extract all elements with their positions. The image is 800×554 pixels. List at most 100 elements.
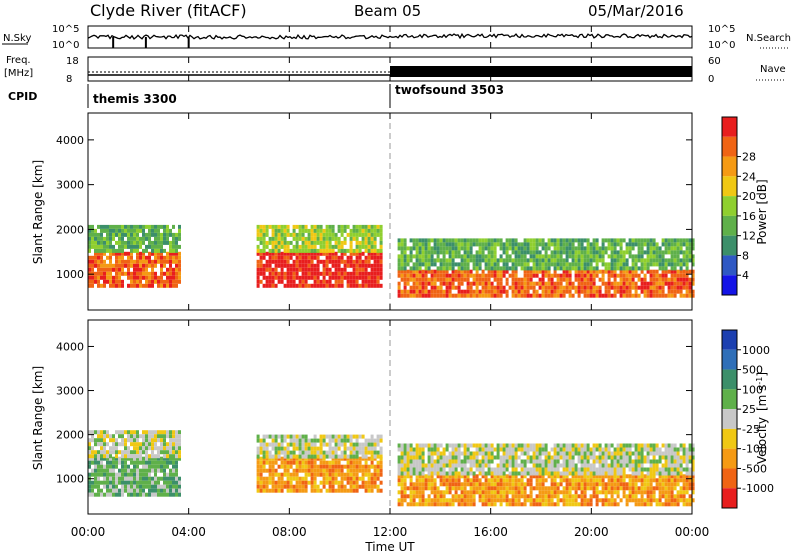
velocity-cell [475, 474, 479, 479]
velocity-cell [310, 450, 314, 455]
velocity-cell [607, 490, 611, 495]
power-cell [175, 232, 178, 237]
power-cell [268, 259, 272, 264]
velocity-cell [367, 464, 371, 469]
power-cell [295, 283, 299, 288]
velocity-cell [610, 502, 614, 507]
velocity-cell [457, 502, 461, 507]
power-cell [520, 293, 524, 298]
velocity-cell [160, 460, 163, 465]
velocity-cell [265, 468, 269, 473]
power-cell [646, 285, 650, 290]
power-cell [379, 240, 383, 245]
power-cell [280, 232, 284, 237]
power-cell [367, 244, 371, 249]
velocity-cell [577, 447, 581, 452]
power-cell [319, 224, 323, 229]
power-cell [400, 262, 404, 267]
power-cell [178, 244, 181, 249]
power-cell [277, 240, 281, 245]
velocity-cell [682, 478, 686, 483]
velocity-cell [511, 502, 515, 507]
velocity-cell [406, 447, 410, 452]
power-cell [304, 251, 308, 256]
velocity-cell [178, 484, 181, 489]
velocity-cell [322, 476, 326, 481]
velocity-cell [430, 490, 434, 495]
power-cell [346, 248, 350, 253]
velocity-cell [622, 486, 626, 491]
velocity-cell [139, 492, 142, 497]
velocity-cell [667, 490, 671, 495]
velocity-cell [292, 488, 296, 493]
power-cell [373, 232, 377, 237]
velocity-cell [580, 502, 584, 507]
power-cell [526, 285, 530, 290]
velocity-cell [319, 446, 323, 451]
power-cell [139, 224, 142, 229]
power-cell [547, 262, 551, 267]
power-cell [142, 236, 145, 241]
velocity-cell [532, 455, 536, 460]
power-cell [526, 281, 530, 286]
power-cell [469, 289, 473, 294]
power-cell [280, 224, 284, 229]
power-cell [691, 277, 695, 282]
power-cell [436, 254, 440, 259]
power-cell [106, 244, 109, 249]
power-cell [613, 238, 617, 243]
velocity-cell [418, 451, 422, 456]
velocity-cell [586, 459, 590, 464]
velocity-cell [103, 430, 106, 435]
power-cell [538, 266, 542, 271]
velocity-cell [616, 486, 620, 491]
power-cell [154, 228, 157, 233]
power-cell [286, 271, 290, 276]
power-cell [271, 244, 275, 249]
velocity-cell [328, 484, 332, 489]
power-cell [463, 273, 467, 278]
velocity-cell [91, 492, 94, 497]
velocity-cell [616, 490, 620, 495]
velocity-cell [265, 442, 269, 447]
power-cell [265, 232, 269, 237]
power-cell [424, 269, 428, 274]
velocity-cell [622, 459, 626, 464]
velocity-cell [541, 498, 545, 503]
velocity-cell [172, 446, 175, 451]
velocity-cell [127, 464, 130, 469]
velocity-cell [124, 430, 127, 435]
power-cell [646, 262, 650, 267]
power-cell [565, 269, 569, 274]
power-cell [556, 246, 560, 251]
velocity-cell [646, 467, 650, 472]
velocity-cell [256, 480, 260, 485]
power-cell [448, 273, 452, 278]
power-cell [154, 224, 157, 229]
power-cell [523, 238, 527, 243]
power-cell [616, 273, 620, 278]
velocity-cell [436, 486, 440, 491]
velocity-cell [313, 484, 317, 489]
velocity-cell [442, 455, 446, 460]
power-cell [160, 271, 163, 276]
power-cell [142, 275, 145, 280]
power-cell [481, 293, 485, 298]
power-cell [673, 273, 677, 278]
power-cell [367, 224, 371, 229]
power-cell [514, 285, 518, 290]
power-cell [646, 266, 650, 271]
velocity-cell [151, 434, 154, 439]
velocity-cell [673, 502, 677, 507]
velocity-cell [655, 443, 659, 448]
power-cell [604, 289, 608, 294]
power-cell [331, 263, 335, 268]
power-cell [487, 285, 491, 290]
station-title: Clyde River (fitACF) [90, 1, 247, 20]
velocity-cell [322, 480, 326, 485]
power-cell [361, 236, 365, 241]
power-cell [610, 293, 614, 298]
velocity-cell [499, 459, 503, 464]
power-cell [451, 277, 455, 282]
